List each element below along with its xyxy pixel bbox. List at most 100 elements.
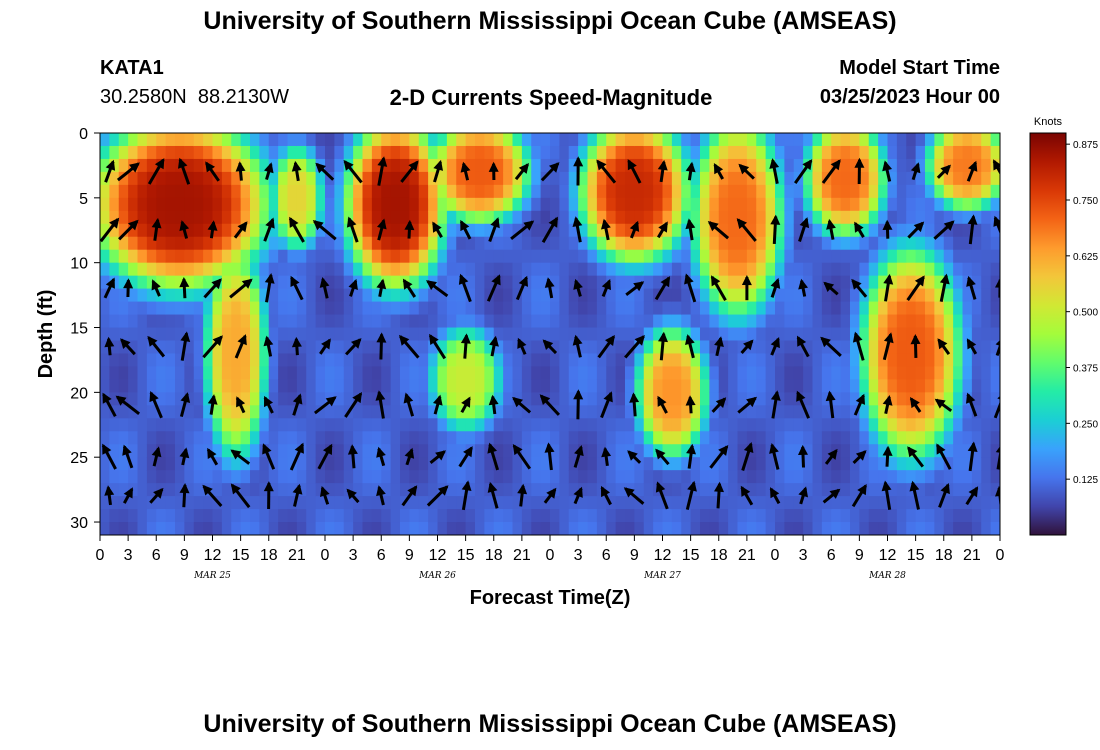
heatmap-cell xyxy=(118,522,129,535)
heatmap-cell xyxy=(662,301,673,316)
heatmap-cell xyxy=(250,301,260,316)
heatmap-cell xyxy=(737,184,748,199)
y-tick-label: 30 xyxy=(70,515,88,532)
heatmap-cell xyxy=(296,133,307,147)
heatmap-cell xyxy=(578,145,589,160)
heatmap-cell xyxy=(306,340,317,355)
heatmap-cell xyxy=(643,223,654,238)
heatmap-cell xyxy=(259,366,270,380)
heatmap-cell xyxy=(925,223,935,238)
heatmap-cell xyxy=(475,184,485,199)
heatmap-cell xyxy=(146,288,157,303)
heatmap-cell xyxy=(578,327,589,342)
heatmap-cell xyxy=(109,301,120,316)
heatmap-cell xyxy=(184,197,195,212)
current-vector-arrow xyxy=(488,161,499,181)
heatmap-cell xyxy=(934,158,945,173)
heatmap-cell xyxy=(175,418,185,432)
heatmap-cell xyxy=(362,184,373,199)
current-vector-arrow xyxy=(346,488,360,504)
heatmap-cell xyxy=(287,236,298,251)
heatmap-cell xyxy=(296,392,307,406)
heatmap-cell xyxy=(934,288,945,303)
heatmap-cell xyxy=(240,379,251,393)
heatmap-cell xyxy=(906,145,917,160)
heatmap-cell xyxy=(456,210,467,225)
heatmap-cell xyxy=(962,418,973,432)
heatmap-cell xyxy=(306,379,317,393)
heatmap-cell xyxy=(409,197,420,212)
heatmap-cell xyxy=(971,366,982,380)
heatmap-cell xyxy=(456,470,467,484)
heatmap-cell xyxy=(906,275,917,290)
heatmap-cell xyxy=(700,392,710,406)
heatmap-cell xyxy=(390,288,401,303)
heatmap-cell xyxy=(953,184,964,199)
x-tick-label: 12 xyxy=(879,547,897,564)
current-vector-arrow xyxy=(995,486,1000,505)
heatmap-cell xyxy=(868,314,879,329)
x-tick-label: 9 xyxy=(180,547,189,564)
heatmap-cell xyxy=(831,522,842,535)
heatmap-cell xyxy=(146,133,157,147)
heatmap-cell xyxy=(559,171,570,186)
heatmap-cell xyxy=(812,314,823,329)
heatmap-cell xyxy=(184,418,195,432)
heatmap-cell xyxy=(250,314,260,329)
heatmap-cell xyxy=(859,405,870,419)
heatmap-cell xyxy=(831,184,842,199)
heatmap-cell xyxy=(193,184,204,199)
heatmap-cell xyxy=(981,171,992,186)
heatmap-cell xyxy=(259,340,270,355)
heatmap-cell xyxy=(381,353,392,368)
heatmap-cell xyxy=(887,133,898,147)
current-vector-arrow xyxy=(122,444,134,469)
heatmap-cell xyxy=(653,470,664,484)
heatmap-cell xyxy=(756,444,767,458)
heatmap-cell xyxy=(446,470,457,484)
heatmap-cell xyxy=(737,470,748,484)
heatmap-cell xyxy=(812,249,823,264)
heatmap-cell xyxy=(146,340,157,355)
heatmap-cell xyxy=(840,418,851,432)
current-vector-arrow xyxy=(853,393,865,416)
heatmap-cell xyxy=(184,158,195,173)
heatmap-cell xyxy=(231,418,242,432)
heatmap-cell xyxy=(746,327,757,342)
heatmap-cell xyxy=(615,184,626,199)
heatmap-cell xyxy=(728,314,739,329)
heatmap-cell xyxy=(850,418,860,432)
heatmap-cell xyxy=(325,379,335,393)
heatmap-cell xyxy=(456,483,467,497)
heatmap-cell xyxy=(690,288,701,303)
heatmap-cell xyxy=(409,210,420,225)
heatmap-cell xyxy=(643,262,654,277)
heatmap-cell xyxy=(493,197,504,212)
heatmap-cell xyxy=(475,509,485,523)
x-tick-label: 18 xyxy=(485,547,503,564)
heatmap-cell xyxy=(278,327,289,342)
heatmap-cell xyxy=(409,379,420,393)
heatmap-cell xyxy=(203,457,214,471)
heatmap-cell xyxy=(859,145,870,160)
heatmap-cell xyxy=(775,158,785,173)
heatmap-cell xyxy=(503,210,514,225)
heatmap-cell xyxy=(587,249,598,264)
heatmap-cell xyxy=(250,327,260,342)
heatmap-cell xyxy=(231,210,242,225)
heatmap-cell xyxy=(662,470,673,484)
heatmap-cell xyxy=(437,171,448,186)
current-vector-arrow xyxy=(317,443,333,470)
x-tick-label: 18 xyxy=(710,547,728,564)
heatmap-cell xyxy=(184,509,195,523)
heatmap-cell xyxy=(221,457,232,471)
heatmap-cell xyxy=(803,366,814,380)
heatmap-cell xyxy=(250,197,260,212)
heatmap-cell xyxy=(756,379,767,393)
heatmap-cell xyxy=(718,275,729,290)
heatmap-cell xyxy=(418,262,429,277)
heatmap-cell xyxy=(400,405,410,419)
heatmap-cell xyxy=(503,496,514,510)
heatmap-cell xyxy=(990,379,1000,393)
current-vector-arrow xyxy=(820,336,842,357)
